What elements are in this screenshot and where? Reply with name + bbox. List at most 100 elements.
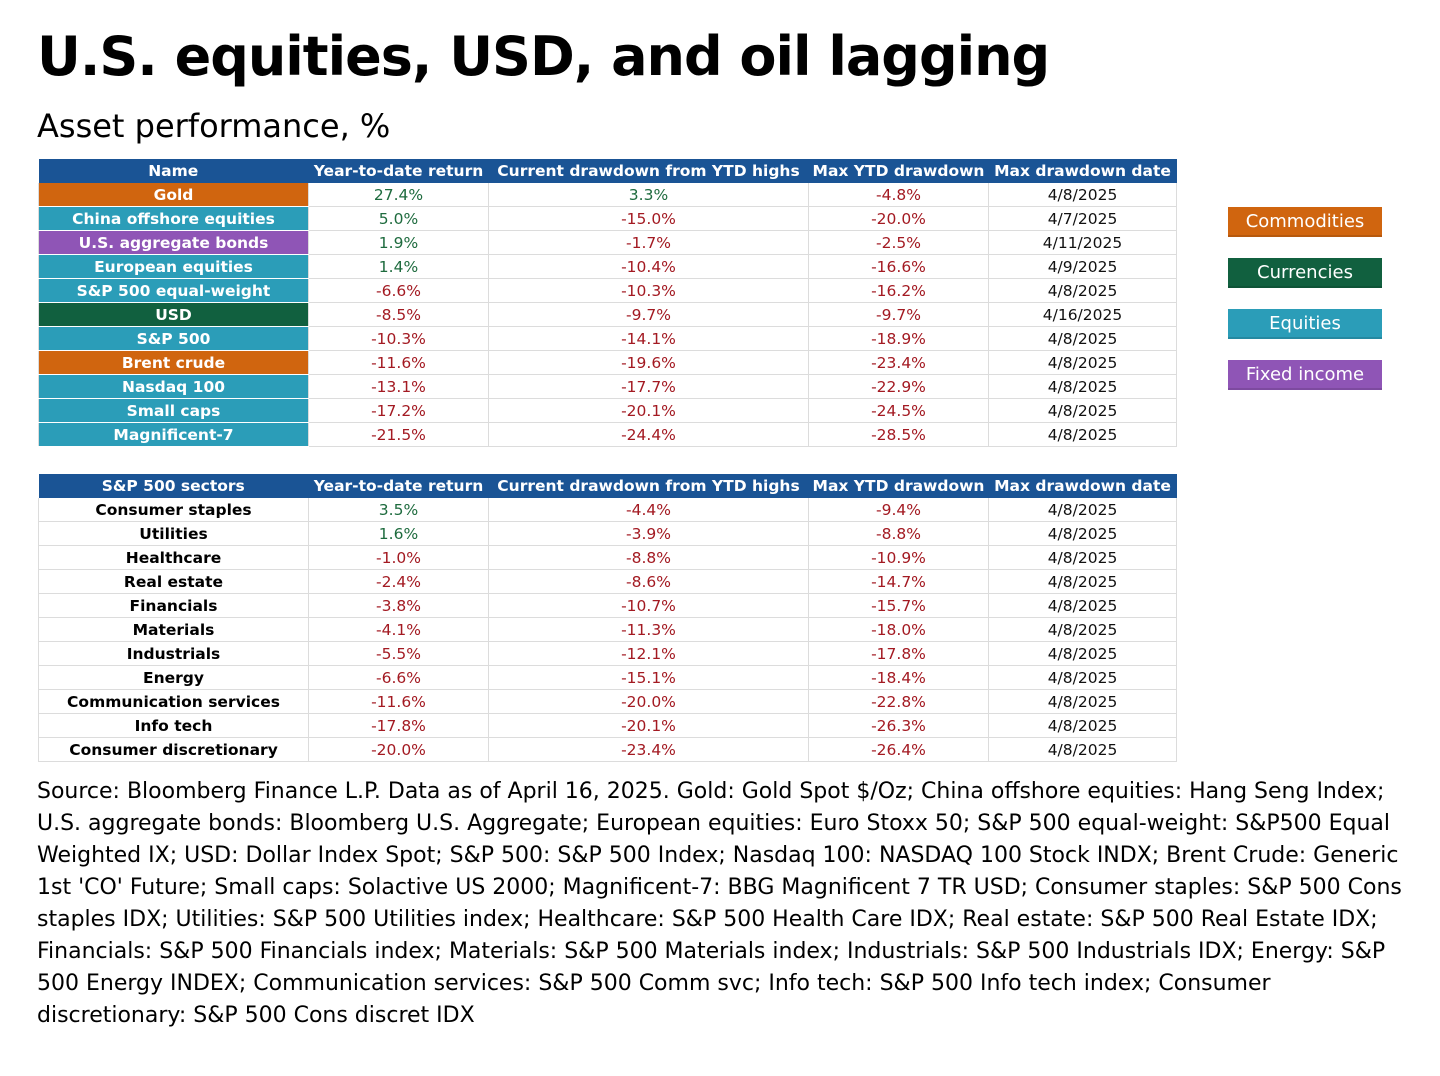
ytd-return-cell: -17.8%	[308, 713, 489, 738]
ytd-return-cell: -10.3%	[308, 326, 489, 351]
current-drawdown-cell: -9.7%	[488, 302, 809, 327]
current-drawdown-cell: -12.1%	[488, 641, 809, 666]
ytd-return-cell: -5.5%	[308, 641, 489, 666]
ytd-return-cell: -3.8%	[308, 593, 489, 618]
drawdown-date-cell: 4/8/2025	[988, 617, 1177, 642]
column-header-year-to-date-return: Year-to-date return	[308, 159, 489, 183]
table-header-row: S&P 500 sectors Year-to-date return Curren…	[38, 474, 1177, 498]
ytd-return-cell: -6.6%	[308, 278, 489, 303]
legend-item-equities: Equities	[1228, 309, 1382, 339]
table-row: Consumer discretionary -20.0% -23.4% -26.4%…	[38, 737, 1177, 762]
row-label-info-tech: Info tech	[38, 713, 309, 738]
source-note: Source: Bloomberg Finance L.P. Data as o…	[37, 779, 1402, 1028]
max-drawdown-cell: -20.0%	[808, 206, 989, 231]
legend-item-currencies: Currencies	[1228, 258, 1382, 288]
table-row: Info tech -17.8% -20.1% -26.3% 4/8/2025	[38, 713, 1177, 738]
chart-subtitle: Asset performance, %	[37, 107, 391, 145]
max-drawdown-cell: -17.8%	[808, 641, 989, 666]
ytd-return-cell: -2.4%	[308, 569, 489, 594]
drawdown-date-cell: 4/8/2025	[988, 183, 1177, 207]
current-drawdown-cell: -20.1%	[488, 713, 809, 738]
row-label-magnificent-7: Magnificent-7	[38, 422, 309, 447]
ytd-return-cell: 3.5%	[308, 498, 489, 522]
ytd-return-cell: -20.0%	[308, 737, 489, 762]
row-label-real-estate: Real estate	[38, 569, 309, 594]
current-drawdown-cell: -15.0%	[488, 206, 809, 231]
row-label-gold: Gold	[38, 183, 309, 207]
max-drawdown-cell: -18.9%	[808, 326, 989, 351]
ytd-return-cell: -17.2%	[308, 398, 489, 423]
table-row: Gold 27.4% 3.3% -4.8% 4/8/2025	[38, 183, 1177, 207]
row-label-financials: Financials	[38, 593, 309, 618]
table-row: Industrials -5.5% -12.1% -17.8% 4/8/2025	[38, 641, 1177, 666]
row-label-european-equities: European equities	[38, 254, 309, 279]
max-drawdown-cell: -26.3%	[808, 713, 989, 738]
table-row: Small caps -17.2% -20.1% -24.5% 4/8/2025	[38, 398, 1177, 423]
ytd-return-cell: -11.6%	[308, 689, 489, 714]
ytd-return-cell: 1.4%	[308, 254, 489, 279]
drawdown-date-cell: 4/8/2025	[988, 374, 1177, 399]
row-label-industrials: Industrials	[38, 641, 309, 666]
row-label-s-p-500: S&P 500	[38, 326, 309, 351]
column-header-current-drawdown-from-ytd-highs: Current drawdown from YTD highs	[488, 159, 809, 183]
current-drawdown-cell: -10.3%	[488, 278, 809, 303]
drawdown-date-cell: 4/7/2025	[988, 206, 1177, 231]
legend: Commodities Currencies Equities Fixed incom…	[1228, 207, 1382, 411]
ytd-return-cell: -4.1%	[308, 617, 489, 642]
table-row: U.S. aggregate bonds 1.9% -1.7% -2.5% 4/11/2…	[38, 230, 1177, 255]
drawdown-date-cell: 4/8/2025	[988, 665, 1177, 690]
column-header-max-ytd-drawdown: Max YTD drawdown	[808, 159, 989, 183]
current-drawdown-cell: -17.7%	[488, 374, 809, 399]
table-row: Financials -3.8% -10.7% -15.7% 4/8/2025	[38, 593, 1177, 618]
ytd-return-cell: 1.9%	[308, 230, 489, 255]
table-row: Magnificent-7 -21.5% -24.4% -28.5% 4/8/2025	[38, 422, 1177, 447]
table-row: Brent crude -11.6% -19.6% -23.4% 4/8/2025	[38, 350, 1177, 375]
sp500-sectors-table: S&P 500 sectors Year-to-date return Curren…	[38, 474, 1177, 762]
ytd-return-cell: -11.6%	[308, 350, 489, 375]
max-drawdown-cell: -24.5%	[808, 398, 989, 423]
ytd-return-cell: -6.6%	[308, 665, 489, 690]
max-drawdown-cell: -23.4%	[808, 350, 989, 375]
column-header-current-drawdown-from-ytd-highs: Current drawdown from YTD highs	[488, 474, 809, 498]
max-drawdown-cell: -8.8%	[808, 521, 989, 546]
column-header-s-p-500-sectors: S&P 500 sectors	[38, 474, 309, 498]
drawdown-date-cell: 4/11/2025	[988, 230, 1177, 255]
ytd-return-cell: 5.0%	[308, 206, 489, 231]
row-label-utilities: Utilities	[38, 521, 309, 546]
row-label-materials: Materials	[38, 617, 309, 642]
drawdown-date-cell: 4/8/2025	[988, 569, 1177, 594]
current-drawdown-cell: -4.4%	[488, 498, 809, 522]
drawdown-date-cell: 4/8/2025	[988, 689, 1177, 714]
drawdown-date-cell: 4/8/2025	[988, 593, 1177, 618]
table-header-row: Name Year-to-date return Current drawdown …	[38, 159, 1177, 183]
current-drawdown-cell: -11.3%	[488, 617, 809, 642]
current-drawdown-cell: -8.6%	[488, 569, 809, 594]
table-row: Energy -6.6% -15.1% -18.4% 4/8/2025	[38, 665, 1177, 690]
column-header-max-ytd-drawdown: Max YTD drawdown	[808, 474, 989, 498]
ytd-return-cell: -21.5%	[308, 422, 489, 447]
max-drawdown-cell: -4.8%	[808, 183, 989, 207]
drawdown-date-cell: 4/8/2025	[988, 498, 1177, 522]
max-drawdown-cell: -14.7%	[808, 569, 989, 594]
max-drawdown-cell: -9.7%	[808, 302, 989, 327]
legend-item-commodities: Commodities	[1228, 207, 1382, 237]
chart-title: U.S. equities, USD, and oil lagging	[37, 25, 1050, 88]
current-drawdown-cell: -20.0%	[488, 689, 809, 714]
current-drawdown-cell: -10.7%	[488, 593, 809, 618]
max-drawdown-cell: -26.4%	[808, 737, 989, 762]
asset-performance-table: Name Year-to-date return Current drawdown …	[38, 159, 1177, 447]
max-drawdown-cell: -22.9%	[808, 374, 989, 399]
current-drawdown-cell: -24.4%	[488, 422, 809, 447]
row-label-consumer-discretionary: Consumer discretionary	[38, 737, 309, 762]
row-label-usd: USD	[38, 302, 309, 327]
row-label-healthcare: Healthcare	[38, 545, 309, 570]
drawdown-date-cell: 4/16/2025	[988, 302, 1177, 327]
ytd-return-cell: -8.5%	[308, 302, 489, 327]
max-drawdown-cell: -9.4%	[808, 498, 989, 522]
drawdown-date-cell: 4/8/2025	[988, 278, 1177, 303]
drawdown-date-cell: 4/8/2025	[988, 545, 1177, 570]
row-label-energy: Energy	[38, 665, 309, 690]
table-row: European equities 1.4% -10.4% -16.6% 4/9/202…	[38, 254, 1177, 279]
row-label-consumer-staples: Consumer staples	[38, 498, 309, 522]
max-drawdown-cell: -2.5%	[808, 230, 989, 255]
